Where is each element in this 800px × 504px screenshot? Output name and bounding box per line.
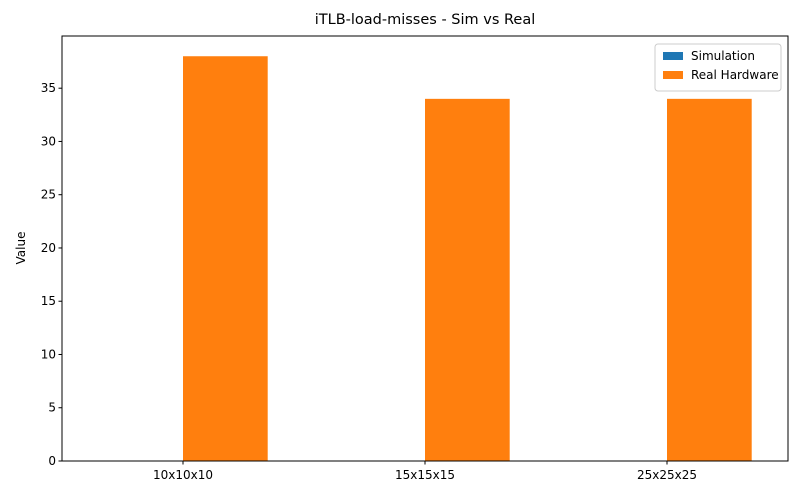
chart-title: iTLB-load-misses - Sim vs Real — [315, 12, 536, 28]
legend-label: Real Hardware — [691, 68, 779, 82]
plot-frame — [61, 35, 789, 462]
legend-box — [654, 43, 782, 92]
bar-real-hardware — [667, 98, 752, 462]
legend: Simulation Real Hardware — [654, 43, 782, 92]
y-tick-label: 35 — [41, 81, 56, 95]
bars — [183, 56, 752, 462]
bar-real-hardware — [183, 56, 268, 461]
x-tick-label: 10x10x10 — [153, 468, 213, 482]
y-tick-label: 5 — [48, 401, 56, 415]
y-tick-label: 10 — [41, 347, 56, 361]
legend-swatch — [663, 52, 683, 60]
y-tick-label: 30 — [41, 134, 56, 148]
legend-label: Simulation — [691, 49, 755, 63]
y-tick-label: 0 — [48, 454, 56, 468]
y-tick-label: 25 — [41, 188, 56, 202]
bar-real-hardware — [425, 98, 510, 462]
x-tick-label: 15x15x15 — [395, 468, 455, 482]
x-tick-label: 25x25x25 — [637, 468, 697, 482]
y-tick-label: 15 — [41, 294, 56, 308]
legend-swatch — [663, 71, 683, 79]
y-axis-label: Value — [14, 232, 28, 265]
y-tick-label: 20 — [41, 241, 56, 255]
axis-ticks: 0 5 10 15 20 25 30 35 10x10x10 15x15x15 25x25x25 — [41, 81, 697, 482]
